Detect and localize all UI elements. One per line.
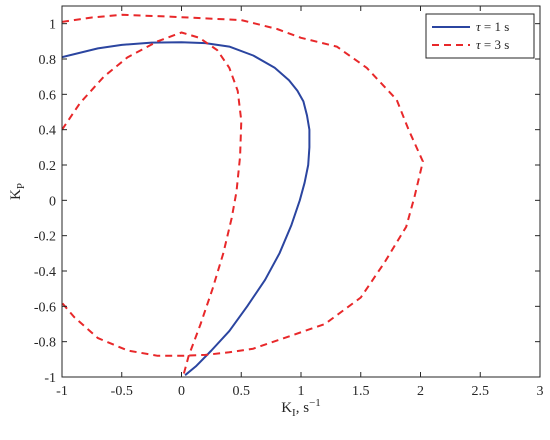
y-tick-label: -0.4 <box>34 265 56 280</box>
x-tick-label: 1.5 <box>352 384 370 399</box>
y-tick-label: 1 <box>49 18 56 33</box>
x-axis-label-suffix: , s <box>296 400 310 416</box>
y-axis-label: KP <box>8 183 27 200</box>
y-tick-label: -0.8 <box>34 336 56 351</box>
x-axis-label: KI, s−1 <box>281 397 321 419</box>
legend-label-tau-3: τ = 3 s <box>476 37 509 52</box>
x-tick-label: -1 <box>56 384 68 399</box>
legend-symbol-tau-3: τ <box>476 37 482 52</box>
y-axis-label-main: K <box>8 189 24 200</box>
y-tick-label: 0.4 <box>39 124 57 139</box>
legend-symbol-tau-1: τ <box>476 19 482 34</box>
y-tick-label: 0.6 <box>39 88 57 103</box>
y-tick-label: 0.8 <box>39 53 57 68</box>
x-tick-label: 1 <box>298 384 305 399</box>
x-axis-label-main: K <box>281 400 292 416</box>
x-tick-label: 2.5 <box>472 384 490 399</box>
y-axis-label-subscript: P <box>15 183 27 189</box>
y-tick-label: -0.6 <box>34 300 56 315</box>
series-line-tau-1 <box>62 41 311 376</box>
legend-label-tau-1: τ = 1 s <box>476 19 509 34</box>
series-line-tau-3-part-2 <box>62 13 424 357</box>
legend-box <box>425 13 535 59</box>
x-tick-label: 2 <box>417 384 424 399</box>
axes-frame <box>61 5 541 378</box>
x-axis-label-superscript: −1 <box>309 397 321 409</box>
legend-text-tau-1: = 1 s <box>481 19 510 34</box>
y-tick-label: 0.2 <box>39 159 57 174</box>
axis-ticks <box>61 6 541 378</box>
y-tick-label: 0 <box>49 194 56 209</box>
y-tick-label: -0.2 <box>34 230 56 245</box>
x-axis-label-subscript: I <box>292 407 296 419</box>
legend-text-tau-3: = 3 s <box>481 37 510 52</box>
plot-lines <box>62 13 424 376</box>
x-tick-label: 0.5 <box>233 384 251 399</box>
legend: τ = 1 s τ = 3 s <box>425 13 535 59</box>
y-tick-label: -1 <box>44 371 56 386</box>
series-line-tau-3-part-1 <box>62 31 243 374</box>
x-tick-label: -0.5 <box>111 384 133 399</box>
x-tick-label: 3 <box>537 384 544 399</box>
x-tick-label: 0 <box>178 384 185 399</box>
axis-tick-labels: -1 -0.5 0 0.5 1 1.5 2 2.5 3 -1 -0.8 -0.6 -0.4 -0.2 0 0.… <box>34 18 544 399</box>
